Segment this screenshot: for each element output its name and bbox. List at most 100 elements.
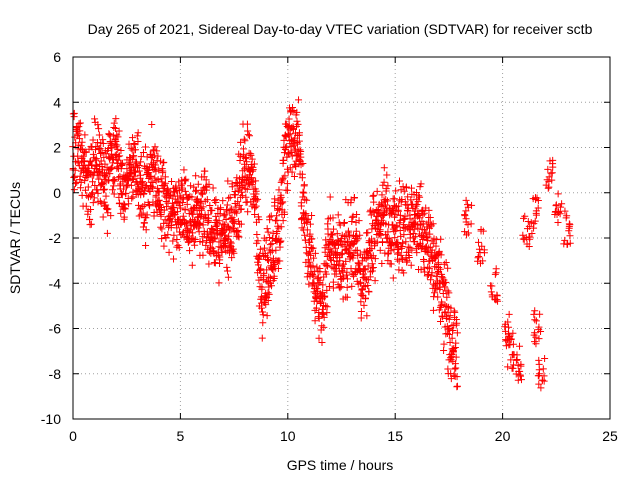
data-point bbox=[445, 289, 453, 297]
data-point bbox=[304, 215, 312, 223]
data-point bbox=[243, 158, 251, 166]
data-point bbox=[299, 188, 307, 196]
data-point bbox=[534, 204, 542, 212]
data-point bbox=[228, 254, 236, 262]
data-point bbox=[281, 144, 289, 152]
data-point bbox=[313, 263, 321, 271]
data-point bbox=[451, 365, 459, 373]
data-point bbox=[425, 206, 433, 214]
data-point bbox=[447, 370, 455, 378]
data-point bbox=[422, 228, 430, 236]
data-point bbox=[524, 218, 532, 226]
data-point bbox=[393, 223, 401, 231]
data-point bbox=[210, 235, 218, 243]
data-point bbox=[145, 169, 153, 177]
data-point bbox=[450, 371, 458, 379]
data-point bbox=[530, 220, 538, 228]
data-point bbox=[321, 292, 329, 300]
data-point bbox=[437, 251, 445, 259]
data-point bbox=[561, 207, 569, 215]
data-point bbox=[414, 198, 422, 206]
data-point bbox=[109, 176, 117, 184]
data-point bbox=[90, 194, 98, 202]
data-point bbox=[369, 267, 377, 275]
data-point bbox=[312, 304, 320, 312]
data-point bbox=[535, 360, 543, 368]
data-point bbox=[487, 282, 495, 290]
data-point bbox=[89, 178, 97, 186]
data-point bbox=[450, 344, 458, 352]
data-point bbox=[202, 176, 210, 184]
data-point bbox=[77, 178, 85, 186]
data-point bbox=[139, 209, 147, 217]
data-point bbox=[514, 376, 522, 384]
data-point bbox=[424, 263, 432, 271]
data-point bbox=[383, 171, 391, 179]
data-point bbox=[295, 96, 303, 104]
data-point bbox=[276, 257, 284, 265]
data-point bbox=[234, 232, 242, 240]
data-point bbox=[154, 152, 162, 160]
data-point bbox=[266, 213, 274, 221]
data-point bbox=[540, 377, 548, 385]
y-axis-label: SDTVAR / TECUs bbox=[7, 182, 23, 294]
data-point bbox=[521, 212, 529, 220]
data-point bbox=[131, 146, 139, 154]
data-point bbox=[322, 261, 330, 269]
data-point bbox=[160, 158, 168, 166]
data-point bbox=[566, 221, 574, 229]
data-point bbox=[377, 231, 385, 239]
data-point bbox=[285, 115, 293, 123]
data-point bbox=[151, 164, 159, 172]
data-point bbox=[247, 151, 255, 159]
data-point bbox=[105, 130, 113, 138]
data-point bbox=[253, 230, 261, 238]
data-point bbox=[83, 192, 91, 200]
data-point bbox=[383, 234, 391, 242]
data-point bbox=[249, 166, 257, 174]
data-point bbox=[421, 268, 429, 276]
data-point bbox=[91, 156, 99, 164]
data-point bbox=[343, 283, 351, 291]
data-point bbox=[142, 214, 150, 222]
data-point bbox=[300, 189, 308, 197]
data-point bbox=[382, 196, 390, 204]
data-point bbox=[114, 174, 122, 182]
data-point bbox=[141, 183, 149, 191]
data-point bbox=[520, 235, 528, 243]
data-point bbox=[306, 220, 314, 228]
data-point bbox=[155, 188, 163, 196]
data-point bbox=[532, 317, 540, 325]
data-point bbox=[205, 180, 213, 188]
y-tick-label: 2 bbox=[53, 140, 61, 156]
data-point bbox=[242, 193, 250, 201]
data-point bbox=[89, 150, 97, 158]
data-point bbox=[196, 220, 204, 228]
data-point bbox=[167, 221, 175, 229]
data-point bbox=[453, 373, 461, 381]
data-point bbox=[298, 170, 306, 178]
data-point bbox=[243, 120, 251, 128]
data-point bbox=[361, 266, 369, 274]
data-point bbox=[219, 197, 227, 205]
data-point bbox=[98, 148, 106, 156]
data-point bbox=[191, 235, 199, 243]
data-point bbox=[288, 168, 296, 176]
data-point bbox=[442, 258, 450, 266]
data-point bbox=[446, 338, 454, 346]
data-point bbox=[429, 220, 437, 228]
data-point bbox=[376, 246, 384, 254]
data-point bbox=[440, 340, 448, 348]
data-point bbox=[221, 240, 229, 248]
data-point bbox=[509, 329, 517, 337]
data-point bbox=[264, 297, 272, 305]
data-point bbox=[142, 242, 150, 250]
data-point bbox=[199, 203, 207, 211]
data-point bbox=[415, 192, 423, 200]
data-point bbox=[94, 138, 102, 146]
data-point bbox=[254, 237, 262, 245]
data-point bbox=[361, 275, 369, 283]
data-point bbox=[127, 169, 135, 177]
data-point bbox=[555, 209, 563, 217]
data-point bbox=[87, 205, 95, 213]
